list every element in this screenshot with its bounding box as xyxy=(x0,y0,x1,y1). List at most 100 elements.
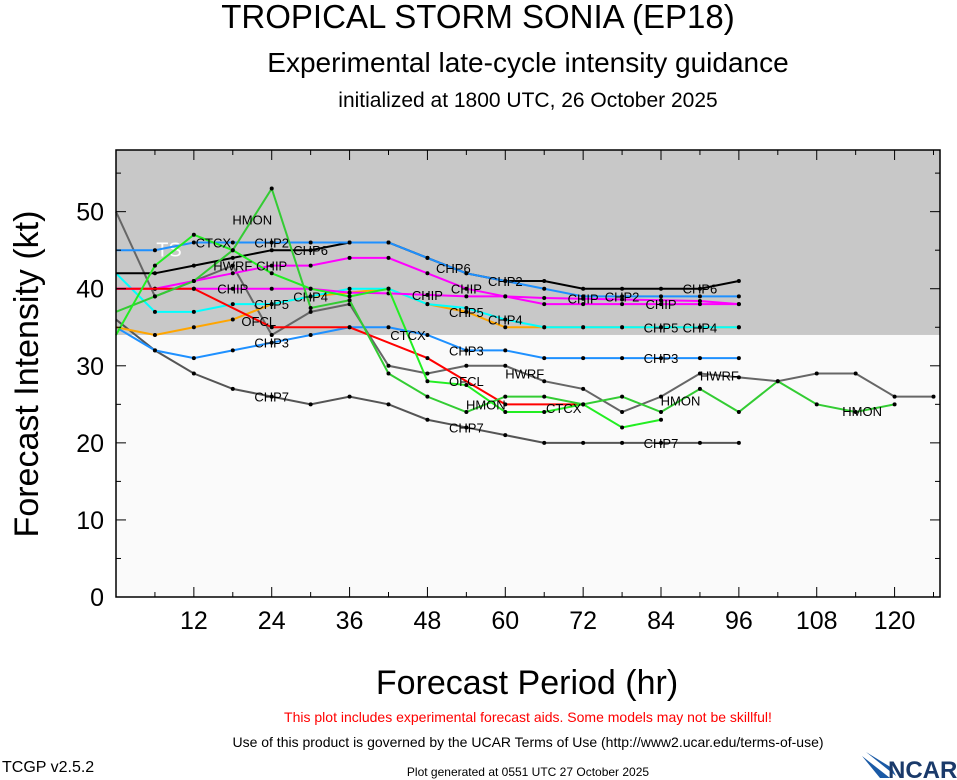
series-label: CHP6 xyxy=(683,282,718,297)
x-tick-label: 48 xyxy=(414,607,442,635)
data-point xyxy=(425,332,430,337)
data-point xyxy=(581,356,586,361)
data-point xyxy=(464,383,469,388)
series-label: CHP4 xyxy=(683,320,718,335)
data-point xyxy=(659,325,664,330)
data-point xyxy=(386,255,391,260)
data-point xyxy=(269,263,274,268)
data-point xyxy=(736,302,741,307)
data-point xyxy=(581,294,586,299)
data-point xyxy=(425,379,430,384)
series-label: HMON xyxy=(232,212,272,227)
data-point xyxy=(269,240,274,245)
data-point xyxy=(542,394,547,399)
data-point xyxy=(152,294,157,299)
data-point xyxy=(347,325,352,330)
init-time: initialized at 1800 UTC, 26 October 2025 xyxy=(338,89,717,112)
series-label: HMON xyxy=(466,397,506,412)
data-point xyxy=(775,379,780,384)
ncar-logo-text: NCAR xyxy=(888,757,957,780)
data-point xyxy=(425,371,430,376)
x-tick-label: 120 xyxy=(874,607,916,635)
data-point xyxy=(620,297,625,302)
data-point xyxy=(347,286,352,291)
data-point xyxy=(503,433,508,438)
data-point xyxy=(736,294,741,299)
series-layer xyxy=(115,186,936,445)
x-tick-label: 96 xyxy=(725,607,753,635)
y-axis-label: Forecast Intensity (kt) xyxy=(8,211,46,538)
data-point xyxy=(269,248,274,253)
x-tick-label: 12 xyxy=(180,607,208,635)
data-point xyxy=(659,410,664,415)
data-point xyxy=(230,317,235,322)
data-point xyxy=(230,263,235,268)
data-point xyxy=(659,394,664,399)
series-label: CTCX xyxy=(196,235,232,250)
data-point xyxy=(697,386,702,391)
data-point xyxy=(425,356,430,361)
data-point xyxy=(386,371,391,376)
data-point xyxy=(464,309,469,314)
data-point xyxy=(697,299,702,304)
data-point xyxy=(386,402,391,407)
data-point xyxy=(230,286,235,291)
axes: 0 10 20 30 40 50 12 24 36 48 60 72 84 96 108 120 xyxy=(76,150,940,635)
data-point xyxy=(347,394,352,399)
data-point xyxy=(269,186,274,191)
data-point xyxy=(542,295,547,300)
series-label: CHP5 xyxy=(254,297,289,312)
data-point xyxy=(269,302,274,307)
series-label: HWRF xyxy=(505,367,544,382)
data-point xyxy=(620,394,625,399)
data-point xyxy=(697,302,702,307)
data-point xyxy=(152,332,157,337)
data-point xyxy=(464,425,469,430)
data-point xyxy=(347,298,352,303)
data-point xyxy=(230,386,235,391)
data-point xyxy=(697,371,702,376)
data-point xyxy=(152,263,157,268)
data-point xyxy=(542,356,547,361)
data-point xyxy=(230,271,235,276)
data-point xyxy=(892,394,897,399)
data-point xyxy=(542,440,547,445)
data-point xyxy=(347,255,352,260)
data-point xyxy=(152,309,157,314)
series-label: OFCL xyxy=(449,374,484,389)
data-point xyxy=(308,294,313,299)
series-label: HMON xyxy=(661,393,701,408)
x-tick-label: 108 xyxy=(796,607,838,635)
data-point xyxy=(620,302,625,307)
data-point xyxy=(931,394,936,399)
series-label: CHP2 xyxy=(254,235,289,250)
data-point xyxy=(386,325,391,330)
x-tick-label: 36 xyxy=(336,607,364,635)
x-tick-label: 84 xyxy=(647,607,675,635)
data-point xyxy=(308,286,313,291)
version-label: TCGP v2.5.2 xyxy=(2,759,94,776)
series-labels: CHP7 CHP7 CHP7 HWRF HWRF HWRF CHP3 CHP3 CHP3 CHP5… xyxy=(196,212,882,450)
series-label: HMON xyxy=(842,404,882,419)
y-tick-label: 20 xyxy=(76,430,104,458)
data-point xyxy=(464,410,469,415)
data-point xyxy=(659,286,664,291)
data-point xyxy=(814,402,819,407)
series-label: CHP6 xyxy=(293,243,328,258)
data-point xyxy=(191,325,196,330)
data-point xyxy=(269,332,274,337)
data-point xyxy=(464,305,469,310)
data-point xyxy=(814,371,819,376)
data-point xyxy=(620,356,625,361)
generated-time: Plot generated at 0551 UTC 27 October 20… xyxy=(407,765,649,779)
data-point xyxy=(620,440,625,445)
data-point xyxy=(503,279,508,284)
data-point xyxy=(736,375,741,380)
series-label: CHP2 xyxy=(605,289,640,304)
data-point xyxy=(425,394,430,399)
data-point xyxy=(659,294,664,299)
data-point xyxy=(191,279,196,284)
data-point xyxy=(697,440,702,445)
data-point xyxy=(503,410,508,415)
data-point xyxy=(697,325,702,330)
